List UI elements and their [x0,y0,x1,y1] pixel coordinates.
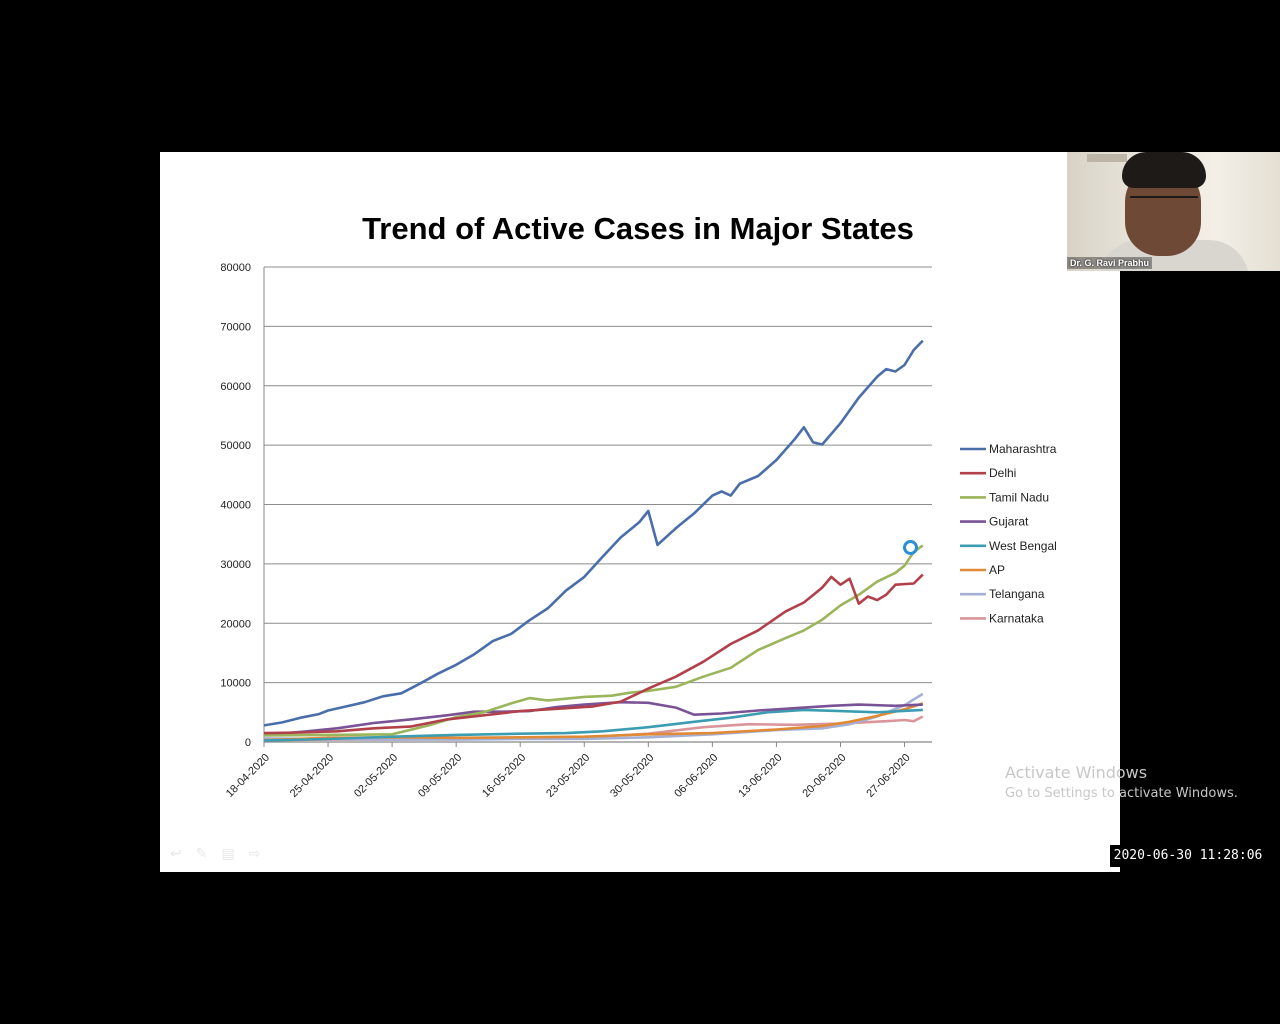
series-lines [263,339,924,742]
pen-icon[interactable]: ✎ [195,845,208,861]
series-line-delhi [263,573,924,735]
legend-label: Maharashtra [989,442,1057,456]
chart-legend: Maharashtra Delhi Tamil Nadu Gujarat West Be… [960,442,1057,625]
x-tick-label: 20-06-2020 [800,752,848,800]
x-tick-label: 30-05-2020 [608,752,656,800]
x-tick-label: 09-05-2020 [416,752,464,800]
series-line-west-bengal [263,708,923,742]
legend-label: AP [989,563,1005,577]
legend-label: Gujarat [989,515,1029,529]
x-axis-ticks: 18-04-2020 25-04-2020 02-05-2020 09-05-2020… [224,742,913,800]
chart-title: Trend of Active Cases in Major States [362,211,914,246]
activate-windows-watermark: Activate Windows Go to Settings to activ… [1005,763,1238,801]
forward-icon[interactable]: ⇨ [248,845,261,861]
back-icon[interactable]: ↩ [170,845,182,861]
y-tick-label: 40000 [220,500,251,512]
slide-toolbar[interactable]: ↩ ✎ ▤ ⇨ [170,845,260,862]
x-tick-label: 25-04-2020 [288,752,336,800]
legend-label: Delhi [989,466,1016,480]
y-tick-label: 0 [245,737,251,749]
legend-label: Tamil Nadu [989,490,1049,504]
y-tick-label: 30000 [220,559,251,571]
y-tick-label: 80000 [220,262,251,274]
glasses-icon [1130,196,1198,210]
menu-icon[interactable]: ▤ [221,845,235,861]
legend-label: West Bengal [989,539,1057,553]
gridlines [263,266,932,743]
x-tick-label: 13-06-2020 [736,752,784,800]
y-tick-label: 20000 [220,618,251,630]
x-tick-label: 23-05-2020 [544,752,592,800]
y-tick-label: 60000 [220,381,251,393]
x-tick-label: 16-05-2020 [480,752,528,800]
x-tick-label: 27-06-2020 [864,752,912,800]
y-tick-label: 10000 [220,678,251,690]
line-chart: Trend of Active Cases in Major States 01… [220,211,1057,800]
legend-label: Telangana [989,587,1045,601]
participant-name: Dr. G. Ravi Prabhu [1067,257,1153,269]
x-tick-label: 18-04-2020 [224,752,272,800]
x-tick-label: 06-06-2020 [672,752,720,800]
series-line-tamil-nadu [263,544,924,737]
timestamp-overlay: 2020-06-30 11:28:06 [1110,845,1266,867]
series-line-gujarat [263,700,923,737]
cursor-highlight-icon [903,540,918,555]
y-axis-ticks: 0 10000 20000 30000 40000 50000 60000 70000 8000… [220,262,251,749]
webcam-feed: Dr. G. Ravi Prabhu [1067,152,1280,271]
series-line-maharashtra [263,339,924,727]
watermark-title: Activate Windows [1005,763,1148,782]
x-tick-label: 02-05-2020 [352,752,400,800]
watermark-subtitle: Go to Settings to activate Windows. [1005,786,1238,801]
legend-label: Karnataka [989,611,1044,625]
y-tick-label: 50000 [220,440,251,452]
y-tick-label: 70000 [220,321,251,333]
